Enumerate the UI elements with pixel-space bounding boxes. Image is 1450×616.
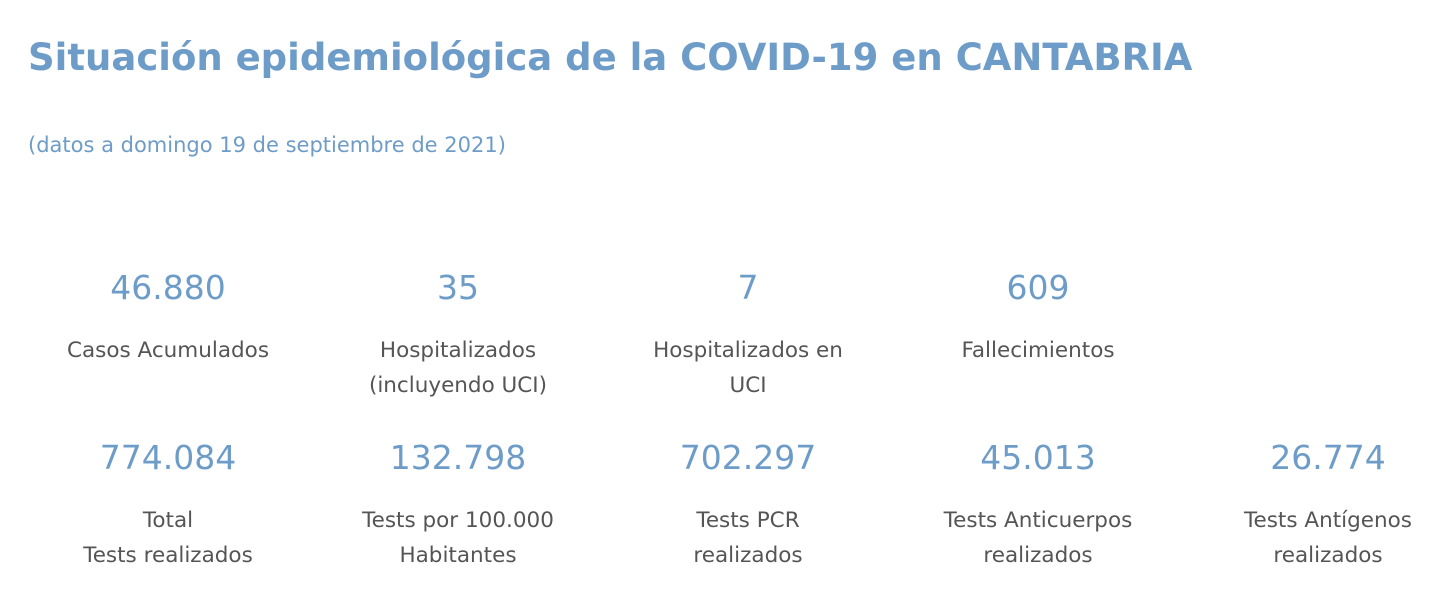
stat-label-line: Hospitalizados en bbox=[653, 338, 843, 363]
stat-label-line: Habitantes bbox=[399, 543, 517, 568]
stat-hospitalizados: 35 Hospitalizados (incluyendo UCI) bbox=[313, 268, 603, 403]
stat-casos-acumulados: 46.880 Casos Acumulados bbox=[23, 268, 313, 368]
stat-label: Total Tests realizados bbox=[23, 503, 313, 573]
stat-label-line: Hospitalizados bbox=[379, 338, 537, 363]
stat-label-line: UCI bbox=[729, 373, 767, 398]
stat-label-line: Total bbox=[142, 508, 194, 533]
stat-value: 35 bbox=[437, 268, 479, 307]
stat-label-line: realizados bbox=[693, 543, 803, 568]
stat-label: Fallecimientos bbox=[893, 333, 1183, 368]
stat-label-line: (incluyendo UCI) bbox=[368, 373, 548, 398]
stat-tests-pcr: 702.297 Tests PCR realizados bbox=[603, 438, 893, 573]
stat-label-line: Tests Anticuerpos bbox=[943, 508, 1133, 533]
stat-label: Tests Anticuerpos realizados bbox=[893, 503, 1183, 573]
stat-fallecimientos: 609 Fallecimientos bbox=[893, 268, 1183, 368]
stat-label-line: realizados bbox=[983, 543, 1093, 568]
stat-value: 609 bbox=[1006, 268, 1070, 307]
stat-label: Casos Acumulados bbox=[23, 333, 313, 368]
stat-label-line: Tests Antígenos bbox=[1244, 508, 1412, 533]
stat-label-line: Casos Acumulados bbox=[66, 338, 270, 363]
stat-label: Hospitalizados en UCI bbox=[603, 333, 893, 403]
stat-label-line: Tests realizados bbox=[83, 543, 253, 568]
stat-total-tests: 774.084 Total Tests realizados bbox=[23, 438, 313, 573]
stat-value: 46.880 bbox=[110, 268, 226, 307]
stat-label: Tests por 100.000 Habitantes bbox=[313, 503, 603, 573]
stat-label: Tests PCR realizados bbox=[603, 503, 893, 573]
stat-tests-por-100000: 132.798 Tests por 100.000 Habitantes bbox=[313, 438, 603, 573]
page-title: Situación epidemiológica de la COVID-19 … bbox=[28, 36, 1193, 79]
stat-value: 702.297 bbox=[679, 438, 817, 477]
stat-label-line: Fallecimientos bbox=[961, 338, 1115, 363]
stat-label-line: Tests por 100.000 bbox=[362, 508, 554, 533]
stat-value: 26.774 bbox=[1270, 438, 1386, 477]
stat-tests-antigenos: 26.774 Tests Antígenos realizados bbox=[1183, 438, 1450, 573]
stat-value: 7 bbox=[737, 268, 759, 307]
stat-value: 45.013 bbox=[980, 438, 1096, 477]
stat-label: Hospitalizados (incluyendo UCI) bbox=[313, 333, 603, 403]
stat-label: Tests Antígenos realizados bbox=[1183, 503, 1450, 573]
stat-label-line: realizados bbox=[1273, 543, 1383, 568]
stat-value: 132.798 bbox=[389, 438, 527, 477]
stat-value: 774.084 bbox=[99, 438, 237, 477]
stat-tests-anticuerpos: 45.013 Tests Anticuerpos realizados bbox=[893, 438, 1183, 573]
stat-label-line: Tests PCR bbox=[696, 508, 800, 533]
data-date-subtitle: (datos a domingo 19 de septiembre de 202… bbox=[28, 133, 506, 157]
stat-hospitalizados-uci: 7 Hospitalizados en UCI bbox=[603, 268, 893, 403]
